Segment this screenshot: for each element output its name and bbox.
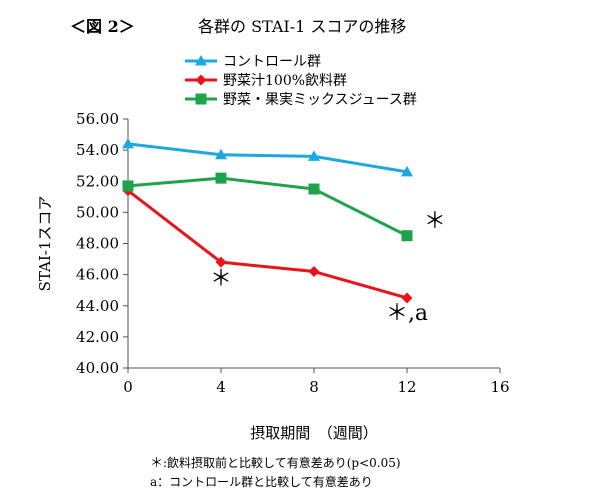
series-layer <box>122 137 413 304</box>
legend-item-0: コントロール群 <box>185 54 321 70</box>
data-point <box>122 137 134 149</box>
data-point <box>401 230 413 242</box>
series-0 <box>122 137 413 177</box>
y-axis-label: STAI-1スコア <box>36 196 54 292</box>
legend-swatch-marker <box>195 74 207 86</box>
significance-annotation: ＊,a <box>386 301 428 326</box>
y-tick-label: 56.00 <box>76 110 119 128</box>
data-point <box>401 292 413 304</box>
series-line <box>127 189 408 300</box>
footnote-text: :飲料摂取前と比較して有意差あり(p<0.05) <box>163 456 401 470</box>
data-point <box>308 183 320 195</box>
legend-label: 野菜汁100%飲料群 <box>223 73 347 89</box>
figure-label: ＜図 2＞ <box>70 17 135 36</box>
data-point <box>215 172 227 184</box>
footnote-mark: a <box>150 475 158 489</box>
x-tick-label: 16 <box>490 378 509 396</box>
annotations: ＊ ＊,a ＊ <box>210 209 446 326</box>
legend-label: コントロール群 <box>223 54 321 70</box>
y-tick-label: 44.00 <box>76 297 119 315</box>
x-tick-label: 8 <box>309 378 319 396</box>
legend-swatch-marker <box>195 55 207 66</box>
y-tick-label: 54.00 <box>76 141 119 159</box>
y-tick-label: 46.00 <box>76 266 119 284</box>
legend-item-1: 野菜汁100%飲料群 <box>185 73 347 89</box>
footnote-significance-before: ＊:飲料摂取前と比較して有意差あり(p<0.05) <box>150 454 401 473</box>
x-tick-label: 0 <box>123 378 133 396</box>
significance-annotation: ＊ <box>210 267 232 292</box>
series-line <box>127 176 408 238</box>
figure-title: 各群の STAI-1 スコアの推移 <box>198 17 407 36</box>
x-tick-label: 4 <box>216 378 226 396</box>
y-tick-label: 42.00 <box>76 328 119 346</box>
axes: 40.00 42.00 44.00 46.00 48.00 50.00 52.00 54.00… <box>36 110 510 442</box>
legend-label: 野菜・果実ミックスジュース群 <box>223 92 417 108</box>
footnote-mark: ＊ <box>150 456 164 471</box>
footnote-text: ：コントロール群と比較して有意差あり <box>157 475 373 489</box>
data-point <box>308 266 320 278</box>
data-point <box>122 180 134 192</box>
significance-annotation: ＊ <box>424 209 446 234</box>
x-tick-label: 12 <box>397 378 416 396</box>
series-1 <box>122 185 413 304</box>
series-2 <box>122 172 413 242</box>
footnote-significance-control: a：コントロール群と比較して有意差あり <box>150 473 401 491</box>
y-tick-label: 48.00 <box>76 235 119 253</box>
x-axis-label: 摂取期間 （週間） <box>250 424 378 442</box>
legend-item-2: 野菜・果実ミックスジュース群 <box>185 92 417 108</box>
data-point <box>401 165 413 177</box>
data-point <box>215 148 227 160</box>
legend-swatch-marker <box>195 93 207 105</box>
data-point <box>308 150 320 161</box>
y-tick-label: 52.00 <box>76 172 119 190</box>
y-tick-label: 50.00 <box>76 203 119 221</box>
footnotes: ＊:飲料摂取前と比較して有意差あり(p<0.05) a：コントロール群と比較して… <box>150 454 401 491</box>
y-tick-label: 40.00 <box>76 359 119 377</box>
series-line <box>127 142 408 174</box>
data-point <box>215 256 227 268</box>
